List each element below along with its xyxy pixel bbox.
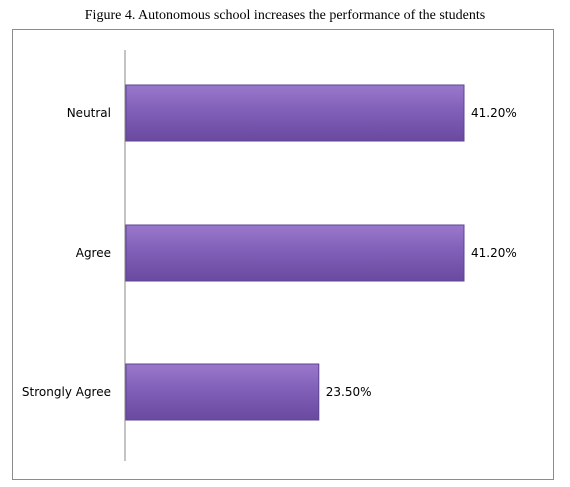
data-label: 23.50% bbox=[326, 385, 372, 399]
bar-agree bbox=[125, 224, 465, 282]
category-label: Neutral bbox=[67, 106, 111, 120]
category-label: Agree bbox=[76, 246, 111, 260]
chart-title: Figure 4. Autonomous school increases th… bbox=[84, 8, 486, 23]
category-label: Strongly Agree bbox=[22, 385, 111, 399]
data-label: 41.20% bbox=[471, 106, 517, 120]
bar-strongly-agree bbox=[125, 363, 320, 421]
data-label: 41.20% bbox=[471, 246, 517, 260]
bar-neutral bbox=[125, 84, 465, 142]
